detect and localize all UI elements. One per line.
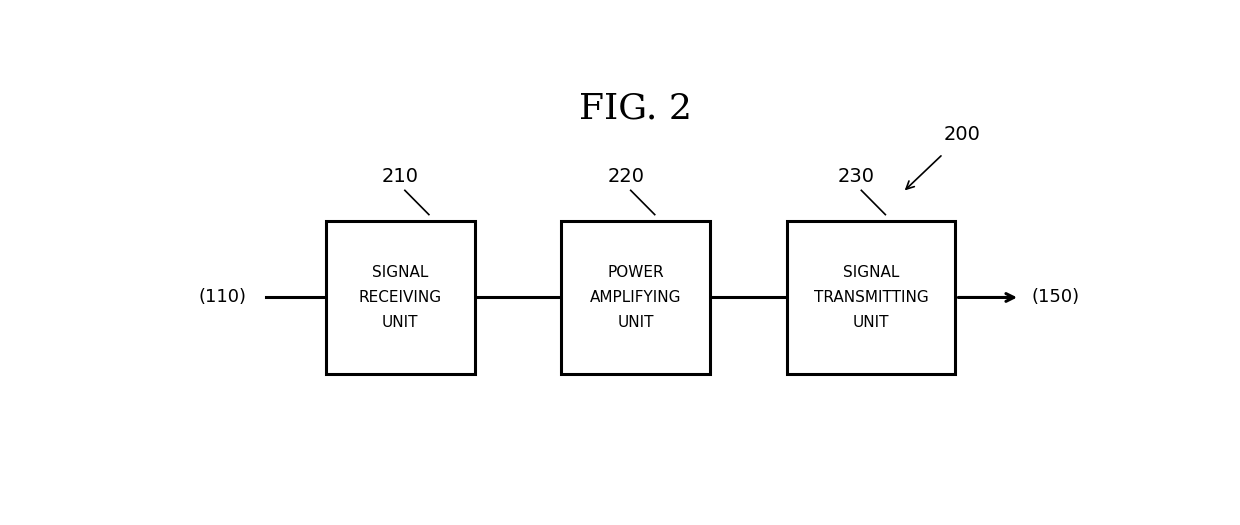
Text: SIGNAL
TRANSMITTING
UNIT: SIGNAL TRANSMITTING UNIT [813,265,929,330]
Text: FIG. 2: FIG. 2 [579,91,692,125]
Text: (150): (150) [1032,288,1080,307]
Text: 200: 200 [944,125,981,144]
Text: SIGNAL
RECEIVING
UNIT: SIGNAL RECEIVING UNIT [358,265,441,330]
Text: 220: 220 [608,167,645,186]
Text: POWER
AMPLIFYING
UNIT: POWER AMPLIFYING UNIT [590,265,681,330]
Text: (110): (110) [198,288,247,307]
Bar [787,220,955,374]
Text: 210: 210 [382,167,419,186]
Bar [560,220,711,374]
Bar [326,220,475,374]
Text: 230: 230 [838,167,875,186]
